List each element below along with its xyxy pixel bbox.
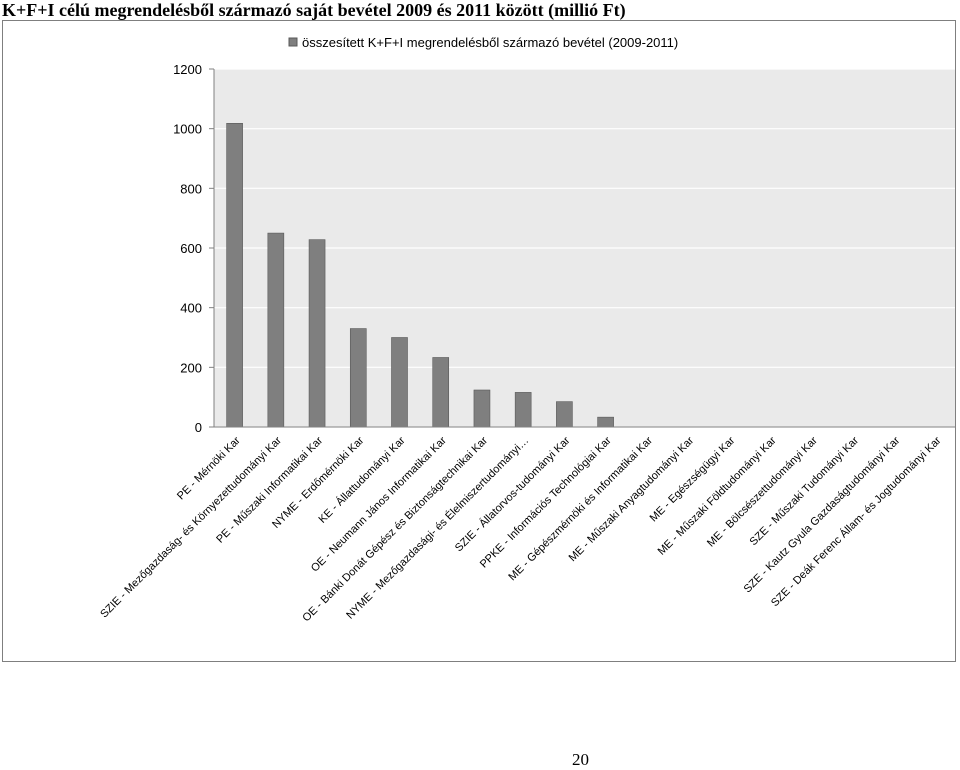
bars xyxy=(226,122,614,428)
x-tick-label: SZE - Kautz Gyula Gazdaságtudományi Kar xyxy=(742,434,903,595)
bar-chart: összesített K+F+I megrendelésből származ… xyxy=(98,35,956,624)
bar xyxy=(226,122,243,428)
page-number: 20 xyxy=(572,750,589,769)
page-title: K+F+I célú megrendelésből származó saját… xyxy=(2,0,626,20)
x-tick-label: SZIE - Mezőgazdaság- és Környezettudomán… xyxy=(98,434,284,620)
y-tick-label: 1000 xyxy=(173,122,202,137)
y-tick-label: 0 xyxy=(195,420,202,435)
y-tick-label: 200 xyxy=(180,360,202,375)
chart-legend: összesített K+F+I megrendelésből származ… xyxy=(288,35,678,50)
bar xyxy=(308,239,326,428)
bar xyxy=(514,392,532,428)
legend-label: összesített K+F+I megrendelésből származ… xyxy=(302,35,678,50)
bar xyxy=(556,401,573,428)
chart-frame: összesített K+F+I megrendelésből származ… xyxy=(2,20,956,662)
legend-swatch xyxy=(288,37,298,47)
x-tick-label: ME - Gépészmérnöki és Informatikai Kar xyxy=(506,434,655,583)
bar xyxy=(432,357,450,428)
y-axis: 0 200 400 600 800 1000 1200 xyxy=(173,62,215,435)
bar xyxy=(473,389,491,428)
y-tick-label: 400 xyxy=(180,301,202,316)
y-tick-label: 600 xyxy=(180,241,202,256)
bar xyxy=(597,416,614,428)
bar xyxy=(349,328,367,428)
bar xyxy=(267,232,285,428)
bar xyxy=(391,337,408,428)
y-tick-label: 800 xyxy=(180,181,202,196)
y-tick-label: 1200 xyxy=(173,62,202,77)
